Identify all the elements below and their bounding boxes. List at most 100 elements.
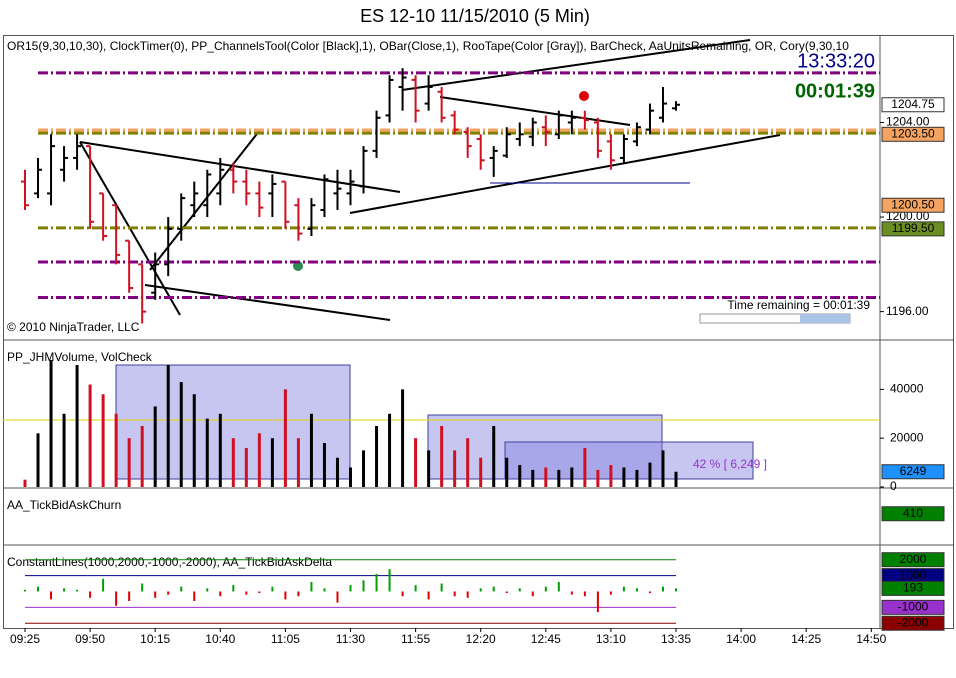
y-tick-label: 20000	[890, 430, 924, 444]
volume-bar	[257, 433, 261, 487]
price-marker-label: 1199.50	[892, 221, 935, 235]
price-marker-label: 1000	[900, 568, 927, 582]
x-tick-label: 09:50	[75, 632, 105, 646]
volume-bar	[583, 447, 587, 487]
volume-bar	[296, 438, 300, 487]
delta-bar	[89, 591, 92, 598]
volume-bar	[192, 394, 196, 487]
x-tick-label: 12:45	[531, 632, 561, 646]
indicator-list: OR15(9,30,10,30), ClockTimer(0), PP_Chan…	[7, 39, 849, 53]
x-tick-label: 11:30	[336, 632, 365, 646]
volume-bar	[101, 394, 105, 487]
delta-bar	[219, 591, 222, 597]
channel-line	[79, 141, 401, 193]
delta-bar	[284, 591, 287, 600]
volume-bar	[492, 425, 496, 487]
price-marker-label: 1200.50	[891, 197, 935, 211]
volume-bar	[166, 364, 170, 487]
chart-title: ES 12-10 11/15/2010 (5 Min)	[360, 6, 590, 26]
delta-bar	[661, 586, 664, 592]
y-tick-label: 40000	[890, 382, 924, 396]
delta-bar	[141, 583, 144, 592]
delta-bar	[180, 586, 183, 592]
volume-bar	[648, 462, 652, 487]
volume-bar	[466, 438, 470, 487]
volume-bar	[244, 447, 248, 487]
price-marker	[881, 97, 945, 113]
volume-bar	[401, 389, 405, 487]
volume-bar	[231, 438, 235, 487]
x-tick-label: 11:55	[401, 632, 430, 646]
price-marker-label: 1204.75	[891, 97, 935, 111]
volume-bar	[375, 425, 379, 487]
volume-bar	[596, 469, 600, 487]
delta-bar	[388, 569, 391, 592]
x-tick-label: 10:40	[205, 632, 235, 646]
channel-line	[349, 134, 781, 214]
panel-title: AA_TickBidAskChurn	[7, 498, 121, 512]
delta-bar	[635, 588, 638, 592]
price-marker-label: 410	[903, 506, 923, 520]
volume-bar	[114, 413, 118, 487]
price-marker	[881, 580, 945, 596]
delta-bar	[154, 591, 157, 598]
x-tick-label: 10:15	[140, 632, 170, 646]
delta-bar	[232, 585, 235, 592]
delta-bar	[622, 586, 625, 592]
volume-bar	[531, 469, 535, 487]
price-marker-label: 6249	[900, 464, 927, 478]
delta-bar	[596, 591, 599, 613]
price-marker	[881, 552, 945, 568]
delta-bar	[492, 586, 495, 592]
volume-bar	[674, 471, 678, 487]
y-tick-label: 1204.00	[886, 115, 930, 129]
volume-bar	[427, 450, 431, 487]
volume-bar	[205, 418, 209, 487]
volume-bar	[62, 413, 66, 487]
delta-bar	[206, 588, 209, 592]
price-marker-label: -2000	[898, 615, 929, 629]
volume-bar	[49, 360, 53, 487]
volume-bar	[218, 413, 222, 487]
countdown: 00:01:39	[795, 80, 875, 102]
price-marker	[881, 464, 945, 480]
delta-bar	[37, 586, 40, 592]
channel-line	[144, 284, 391, 321]
x-tick-label: 14:00	[726, 632, 756, 646]
volume-bar	[140, 425, 144, 487]
volume-bar	[283, 389, 287, 487]
delta-bar	[310, 581, 313, 592]
delta-bar	[518, 588, 521, 592]
delta-bar	[115, 591, 118, 606]
time-remaining: Time remaining = 00:01:39	[727, 298, 870, 312]
signal-dot	[579, 91, 589, 101]
delta-bar	[128, 591, 131, 601]
volume-bar	[622, 467, 626, 487]
volume-bar	[570, 467, 574, 487]
price-marker-label: 2000	[900, 552, 927, 566]
delta-bar	[50, 591, 53, 600]
panel-title: PP_JHMVolume, VolCheck	[7, 350, 153, 364]
delta-bar	[401, 591, 404, 597]
volume-bar	[349, 467, 352, 487]
volume-bar	[36, 433, 40, 487]
clock: 13:33:20	[797, 50, 875, 72]
price-marker-label: -1000	[898, 600, 929, 614]
delta-bar	[76, 589, 79, 592]
delta-bar	[531, 591, 534, 597]
delta-bar	[479, 588, 482, 592]
volume-bar	[75, 364, 79, 487]
price-marker	[881, 221, 945, 237]
x-tick-label: 11:05	[271, 632, 300, 646]
x-tick-label: 12:20	[466, 632, 496, 646]
volume-bar	[414, 438, 418, 487]
volume-bar	[23, 479, 27, 487]
panel-title: ConstantLines(1000,2000,-1000,-2000), AA…	[7, 555, 332, 569]
frame	[3, 35, 954, 629]
x-tick-label: 13:10	[596, 632, 626, 646]
volume-bar	[661, 450, 665, 487]
delta-bar	[440, 583, 443, 592]
volume-bar	[505, 457, 509, 487]
delta-bar	[375, 574, 378, 592]
